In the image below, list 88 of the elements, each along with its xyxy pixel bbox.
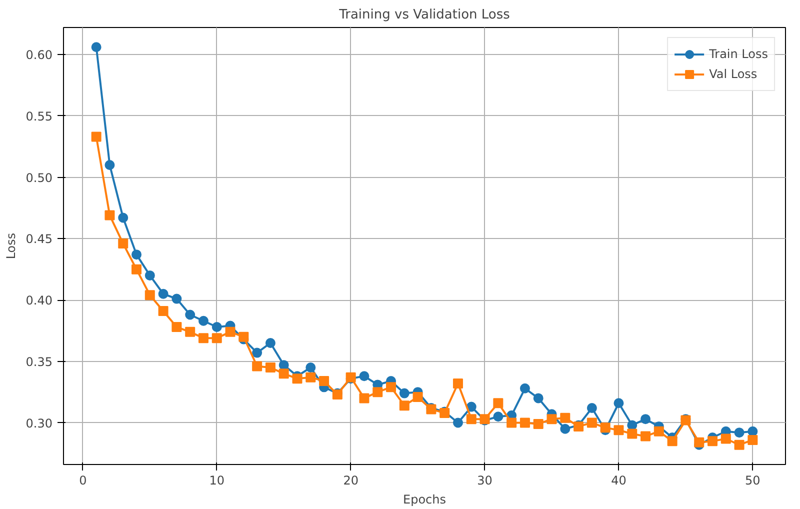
point: [278, 360, 289, 370]
x-axis-title: Epochs: [403, 492, 446, 506]
point: [132, 250, 142, 260]
point: [359, 393, 370, 404]
point: [520, 418, 530, 428]
x-tick-label: 10: [209, 474, 225, 488]
point: [185, 310, 196, 320]
y-tick-label: 0.50: [26, 170, 52, 185]
x-tick-label: 0: [79, 474, 87, 488]
x-tick-label: 50: [745, 474, 760, 488]
point: [265, 362, 276, 373]
point: [292, 374, 302, 384]
point: [546, 414, 557, 424]
y-tick-label: 0.45: [26, 232, 52, 246]
point: [640, 414, 651, 424]
y-tick-label: 0.40: [26, 294, 52, 308]
point: [172, 294, 182, 304]
point: [694, 437, 704, 448]
point: [412, 392, 423, 402]
point: [667, 436, 678, 446]
point: [586, 418, 597, 428]
point: [520, 383, 530, 394]
point: [185, 326, 196, 337]
point: [452, 418, 463, 428]
y-tick-label: 0.30: [26, 416, 52, 430]
point: [640, 431, 651, 442]
x-tick-label: 40: [611, 474, 626, 488]
point: [748, 426, 758, 436]
legend-label: Val Loss: [709, 67, 758, 81]
point: [144, 290, 155, 300]
point: [386, 382, 396, 392]
point: [466, 414, 476, 424]
point: [627, 420, 638, 430]
point: [627, 428, 638, 439]
point: [118, 212, 128, 223]
point: [493, 398, 504, 408]
point: [614, 398, 624, 408]
y-tick-label: 0.60: [26, 48, 52, 62]
point: [372, 387, 383, 398]
point: [654, 426, 664, 436]
point: [278, 368, 289, 379]
point: [586, 403, 597, 414]
point: [734, 428, 744, 438]
point: [104, 160, 115, 170]
point: [212, 333, 222, 344]
point: [399, 400, 410, 411]
point: [560, 412, 570, 423]
point: [265, 338, 276, 348]
point: [198, 333, 208, 344]
point: [560, 424, 570, 434]
point: [720, 434, 731, 444]
point: [252, 361, 262, 372]
point: [252, 348, 262, 358]
point: [399, 388, 410, 398]
point: [144, 270, 155, 280]
point: [600, 422, 610, 433]
point: [533, 418, 544, 429]
y-axis-title: Loss: [4, 232, 18, 260]
point: [225, 326, 236, 337]
point: [198, 316, 208, 326]
point: [306, 362, 316, 373]
point: [734, 440, 744, 450]
point: [238, 332, 249, 342]
point: [91, 42, 102, 52]
point: [533, 393, 544, 404]
point: [132, 264, 142, 274]
point: [158, 306, 168, 316]
point: [748, 434, 758, 445]
point: [172, 322, 182, 332]
point: [118, 238, 128, 249]
point: [319, 376, 330, 386]
chart-title: Training vs Validation Loss: [338, 8, 510, 22]
x-tick-label: 30: [477, 474, 492, 488]
x-tick-label: 20: [343, 474, 358, 488]
point: [452, 378, 463, 388]
point: [493, 412, 504, 422]
point: [158, 288, 168, 299]
y-tick-label: 0.55: [26, 109, 52, 124]
point: [91, 132, 102, 142]
point: [707, 436, 718, 446]
point: [614, 425, 624, 436]
point: [104, 210, 115, 220]
point: [212, 322, 222, 332]
legend-label: Train Loss: [709, 47, 768, 61]
y-tick-label: 0.35: [26, 354, 52, 369]
point: [359, 371, 370, 382]
point: [306, 372, 316, 382]
point: [506, 418, 517, 428]
